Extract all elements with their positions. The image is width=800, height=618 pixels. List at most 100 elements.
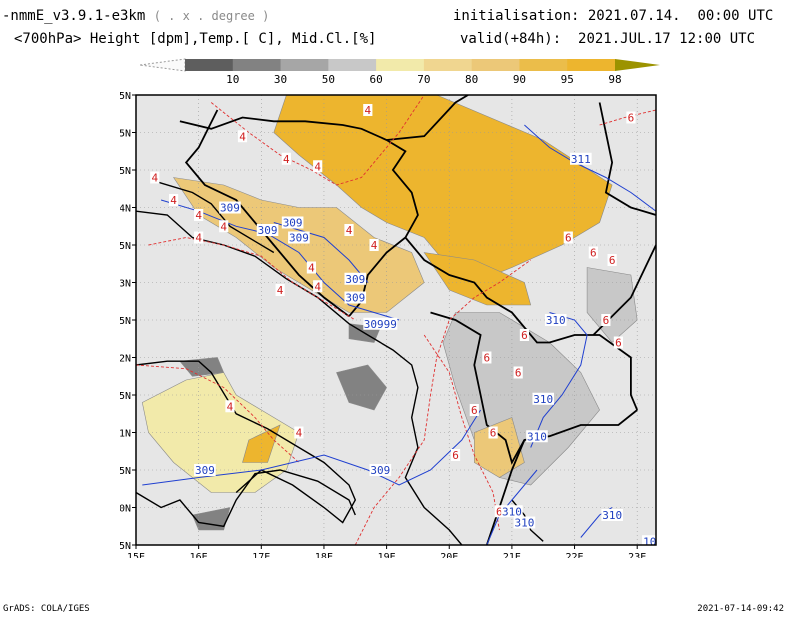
temperature-label: 4 — [308, 262, 315, 275]
height-label-bg — [219, 201, 241, 214]
height-label-bg — [281, 216, 304, 229]
cloud-cover-region — [336, 364, 387, 411]
model-title: -nmmE_v3.9.1-e3km ( . x . degree ) — [2, 8, 269, 24]
footer-timestamp: 2021-07-14-09:42 — [697, 604, 784, 614]
temperature-label-bg — [294, 426, 304, 439]
footer-credit: GrADS: COLA/IGES — [3, 604, 90, 614]
colorbar-tick-label: 10 — [226, 73, 240, 86]
temperature-label: 4 — [195, 209, 202, 222]
temperature-label-bg — [488, 426, 498, 439]
temperature-label-bg — [450, 449, 461, 461]
height-label-bg — [642, 535, 656, 545]
temperature-label: 4 — [151, 172, 158, 185]
temperature-label-bg — [313, 160, 323, 173]
country-border — [430, 311, 638, 465]
temperature-label-bg — [194, 231, 204, 244]
temperature-label-bg — [237, 130, 248, 143]
colorbar-tick-label: 50 — [321, 73, 335, 86]
height-label: 310 — [533, 393, 553, 406]
temperature-label: 4 — [277, 284, 284, 297]
height-label-bg — [344, 291, 367, 304]
valid-label: valid(+84h): — [460, 31, 562, 47]
x-tick-label: 16E — [190, 552, 208, 558]
temperature-label: 6 — [452, 449, 459, 462]
model-name: -nmmE_v3.9.1-e3km — [2, 8, 146, 24]
temperature-label: 6 — [521, 329, 528, 342]
colorbar-segment — [185, 59, 234, 71]
temperature-label: 6 — [471, 404, 478, 417]
x-tick-label: 20E — [440, 552, 458, 558]
height-contour — [486, 469, 538, 545]
x-tick-label: 18E — [315, 552, 333, 558]
temperature-label-bg — [601, 314, 611, 326]
temperature-label-bg — [563, 231, 573, 244]
temperature-label-bg — [607, 254, 617, 266]
temperature-label-bg — [519, 329, 530, 341]
height-contour — [530, 312, 588, 448]
cloud-cover-region — [423, 252, 532, 306]
x-tick-label: 19E — [378, 552, 396, 558]
colorbar-tick-label: 95 — [560, 73, 574, 86]
colorbar-segment — [280, 59, 329, 71]
temperature-label-bg — [626, 111, 636, 124]
colorbar-segment — [519, 59, 568, 71]
x-tick-label: 15E — [127, 552, 145, 558]
init-label: initialisation: — [453, 8, 580, 24]
temperature-isotherm — [210, 95, 425, 186]
height-label-bg — [288, 231, 310, 244]
temperature-label-bg — [369, 239, 379, 251]
y-tick-label: 45.5N — [120, 91, 131, 102]
colorbar-tick-label: 30 — [273, 73, 288, 86]
y-tick-label: 39.5N — [120, 541, 131, 552]
temperature-label: 6 — [615, 337, 622, 350]
y-tick-label: 40.5N — [120, 466, 131, 477]
temperature-label: 4 — [239, 130, 246, 143]
colorbar-segment — [567, 59, 616, 71]
height-label: 310 — [502, 505, 522, 518]
y-tick-label: 42N — [120, 354, 131, 365]
height-label-bg — [513, 516, 536, 529]
temperature-isotherm — [148, 237, 356, 321]
country-border — [598, 102, 656, 216]
colorbar-segment — [471, 59, 520, 71]
height-label-bg — [256, 224, 279, 236]
height-label-bg — [363, 317, 398, 330]
temperature-label-bg — [225, 400, 235, 413]
temperature-label-bg — [194, 209, 204, 221]
temperature-isotherm — [599, 109, 656, 126]
colorbar-tick-label: 60 — [369, 73, 383, 86]
colorbar-segment — [328, 59, 377, 71]
height-label: 309 — [283, 217, 303, 230]
height-label-bg — [501, 505, 523, 518]
variables-label: <700hPa> Height [dpm],Temp.[ C], Mid.Cl.… — [14, 31, 377, 47]
temperature-label-bg — [469, 404, 479, 416]
temperature-label-bg — [588, 246, 598, 259]
colorbar-low-arrow — [140, 58, 186, 72]
y-tick-label: 40N — [120, 504, 131, 515]
height-label: 310 — [527, 430, 547, 443]
height-label-bg — [526, 430, 548, 443]
temperature-label: 4 — [283, 153, 290, 166]
y-tick-label: 43N — [120, 279, 131, 290]
height-label: 30999 — [364, 318, 397, 331]
y-tick-label: 41N — [120, 429, 131, 440]
init-time: initialisation: 2021.07.14. 00:00 UTC — [453, 8, 773, 24]
x-tick-label: 23E — [628, 552, 646, 558]
temperature-label-bg — [150, 171, 160, 184]
x-tick-label: 21E — [503, 552, 521, 558]
height-label-bg — [532, 392, 555, 405]
temperature-label: 4 — [314, 160, 321, 173]
height-label-bg — [601, 509, 623, 521]
height-label-bg — [369, 464, 392, 476]
y-tick-label: 42.5N — [120, 316, 131, 327]
temperature-label: 4 — [371, 239, 378, 252]
colorbar-segment — [232, 59, 282, 71]
temperature-label-bg — [313, 280, 323, 293]
temperature-label: 4 — [364, 104, 371, 117]
temperature-label: 4 — [346, 224, 353, 237]
country-border — [404, 236, 639, 411]
height-label: 310 — [602, 509, 622, 522]
height-label: 309 — [345, 292, 365, 305]
colorbar-high-arrow — [615, 59, 660, 71]
